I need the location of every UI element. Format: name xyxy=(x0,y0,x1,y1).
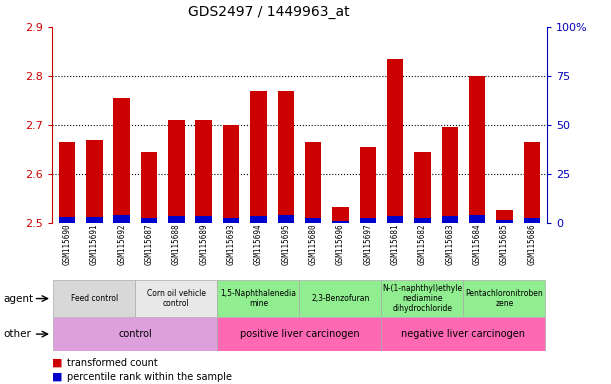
Bar xyxy=(387,216,403,223)
Bar xyxy=(59,217,75,223)
Bar xyxy=(359,147,376,223)
Text: GSM115683: GSM115683 xyxy=(445,224,454,265)
Text: GSM115697: GSM115697 xyxy=(364,224,372,265)
Text: GSM115686: GSM115686 xyxy=(527,224,536,265)
Text: GSM115693: GSM115693 xyxy=(227,224,235,265)
Bar xyxy=(442,216,458,223)
Bar xyxy=(277,91,294,223)
Bar xyxy=(168,120,185,223)
Text: GSM115681: GSM115681 xyxy=(390,224,400,265)
Text: transformed count: transformed count xyxy=(67,358,158,368)
Text: GSM115685: GSM115685 xyxy=(500,224,509,265)
Text: Pentachloronitroben
zene: Pentachloronitroben zene xyxy=(466,289,543,308)
Bar xyxy=(414,218,431,223)
Bar xyxy=(524,142,540,223)
Bar xyxy=(59,142,75,223)
Bar xyxy=(464,280,546,317)
Text: N-(1-naphthyl)ethyle
nediamine
dihydrochloride: N-(1-naphthyl)ethyle nediamine dihydroch… xyxy=(382,284,463,313)
Bar xyxy=(381,317,546,351)
Bar xyxy=(135,280,218,317)
Bar xyxy=(223,125,240,223)
Bar xyxy=(277,215,294,223)
Text: GSM115687: GSM115687 xyxy=(145,224,153,265)
Bar xyxy=(332,207,349,223)
Text: negative liver carcinogen: negative liver carcinogen xyxy=(401,329,525,339)
Text: GSM115696: GSM115696 xyxy=(336,224,345,265)
Bar xyxy=(496,210,513,223)
Text: positive liver carcinogen: positive liver carcinogen xyxy=(240,329,359,339)
Bar xyxy=(218,317,381,351)
Bar xyxy=(381,280,464,317)
Bar xyxy=(53,280,135,317)
Text: GSM115690: GSM115690 xyxy=(62,224,71,265)
Bar xyxy=(223,218,240,223)
Text: percentile rank within the sample: percentile rank within the sample xyxy=(67,372,232,382)
Text: other: other xyxy=(3,329,31,339)
Bar xyxy=(414,152,431,223)
Text: control: control xyxy=(119,329,152,339)
Bar xyxy=(524,218,540,223)
Bar xyxy=(218,280,299,317)
Bar xyxy=(114,98,130,223)
Bar xyxy=(86,217,103,223)
Text: GSM115688: GSM115688 xyxy=(172,224,181,265)
Bar xyxy=(496,220,513,223)
Text: GSM115694: GSM115694 xyxy=(254,224,263,265)
Bar xyxy=(305,218,321,223)
Bar xyxy=(141,152,157,223)
Bar xyxy=(469,215,485,223)
Text: 2,3-Benzofuran: 2,3-Benzofuran xyxy=(311,294,370,303)
Text: GSM115691: GSM115691 xyxy=(90,224,99,265)
Bar xyxy=(250,91,266,223)
Text: agent: agent xyxy=(3,293,33,304)
Text: GSM115680: GSM115680 xyxy=(309,224,318,265)
Bar xyxy=(114,215,130,223)
Bar xyxy=(305,142,321,223)
Bar xyxy=(196,120,212,223)
Text: ■: ■ xyxy=(52,358,66,368)
Text: 1,5-Naphthalenedia
mine: 1,5-Naphthalenedia mine xyxy=(221,289,296,308)
Bar xyxy=(86,141,103,223)
Bar xyxy=(332,221,349,223)
Bar xyxy=(442,127,458,223)
Text: GSM115689: GSM115689 xyxy=(199,224,208,265)
Text: GSM115692: GSM115692 xyxy=(117,224,126,265)
Bar xyxy=(53,317,218,351)
Bar xyxy=(168,216,185,223)
Bar xyxy=(250,216,266,223)
Text: GSM115695: GSM115695 xyxy=(281,224,290,265)
Text: Feed control: Feed control xyxy=(71,294,118,303)
Bar xyxy=(359,218,376,223)
Text: GDS2497 / 1449963_at: GDS2497 / 1449963_at xyxy=(188,5,349,19)
Bar xyxy=(141,218,157,223)
Text: Corn oil vehicle
control: Corn oil vehicle control xyxy=(147,289,206,308)
Text: ■: ■ xyxy=(52,372,66,382)
Bar xyxy=(469,76,485,223)
Text: GSM115682: GSM115682 xyxy=(418,224,427,265)
Bar xyxy=(299,280,381,317)
Text: GSM115684: GSM115684 xyxy=(473,224,481,265)
Bar xyxy=(196,216,212,223)
Bar xyxy=(387,59,403,223)
